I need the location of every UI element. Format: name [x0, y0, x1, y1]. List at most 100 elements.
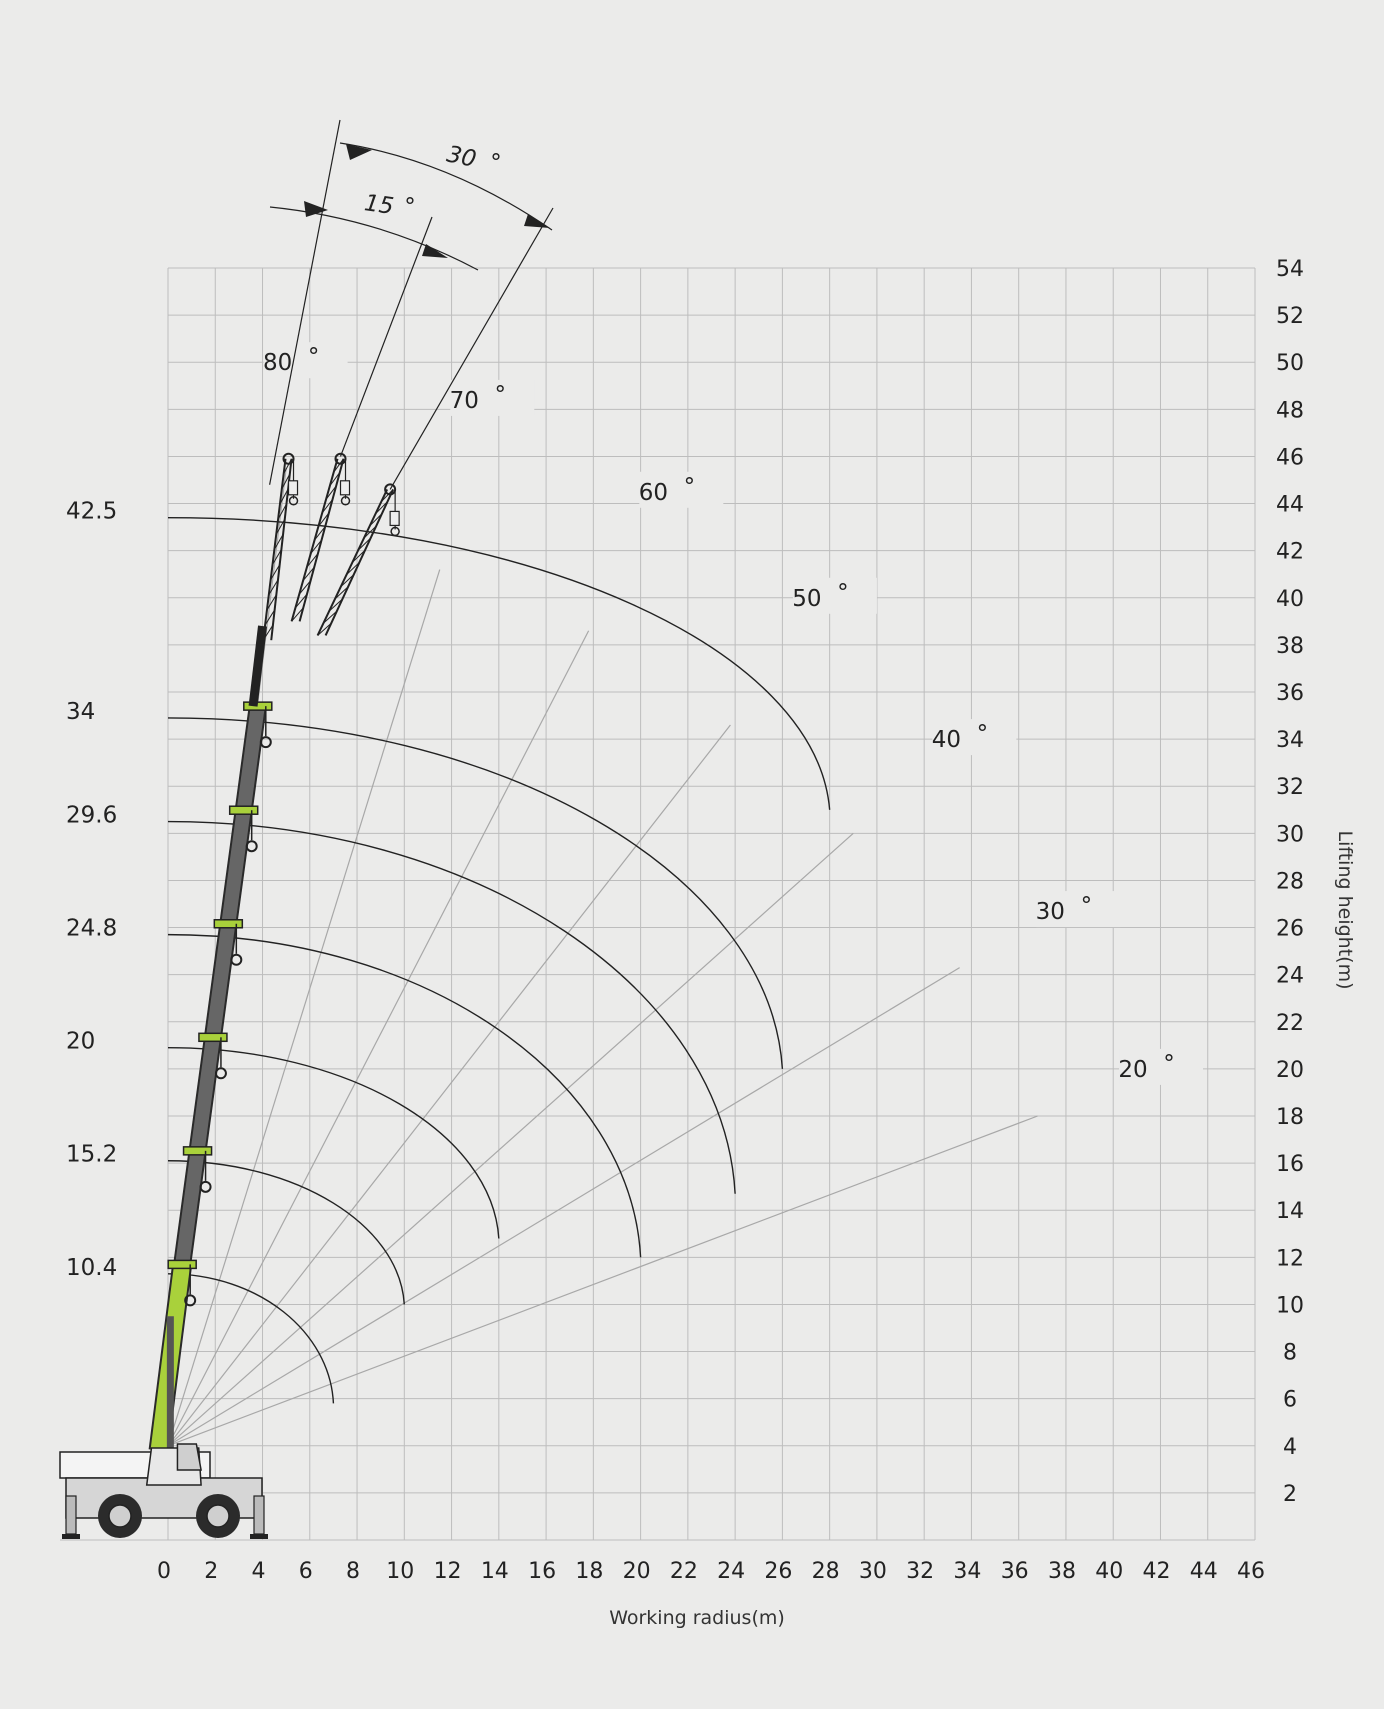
angle-label-bg: [639, 471, 724, 508]
jib-lacing: [298, 580, 311, 595]
x-tick-label: 16: [528, 1559, 556, 1584]
degree-symbol: °: [684, 474, 696, 500]
boom-angle-label: 50: [792, 586, 821, 612]
hook: [199, 1180, 212, 1193]
boom-angle-ray: [167, 724, 731, 1447]
jib-lacing: [273, 534, 284, 550]
x-tick-label: 46: [1237, 1559, 1265, 1584]
jib-lacing: [333, 458, 344, 473]
cab-window: [176, 1443, 202, 1471]
y-axis-title: Lifting height(m): [1334, 831, 1356, 990]
jib-lacing: [270, 564, 281, 580]
y-tick-label: 20: [1276, 1058, 1304, 1083]
jib-lacing: [357, 537, 371, 551]
jib-lacing: [363, 525, 377, 539]
y-tick-label: 54: [1276, 257, 1304, 282]
x-tick-labels: 0 2 4 6 8 10 12 14 16 18 20 22 24 26 28 30 32 34 36 38 40 42 4…: [157, 1559, 1265, 1584]
boom-telescopic-section: [175, 705, 265, 1266]
boom-angle-ray: [167, 1115, 1038, 1447]
y-tick-label: 10: [1276, 1293, 1304, 1318]
degree-symbol: °: [490, 150, 502, 176]
x-tick-label: 44: [1190, 1559, 1218, 1584]
jib-lacing: [340, 574, 355, 588]
boom-length-arc: [167, 1273, 335, 1404]
y-tick-label: 32: [1276, 775, 1304, 800]
boom-length-arc: [167, 1046, 500, 1239]
angle-label-bg: [1036, 891, 1121, 928]
boom-angle-ray: [167, 630, 590, 1447]
y-tick-label: 26: [1276, 917, 1304, 942]
boom-length-arc: [167, 1160, 406, 1305]
y-tick-label: 52: [1276, 304, 1304, 329]
degree-symbol: °: [1081, 893, 1093, 919]
angle-label-bg: [450, 379, 535, 416]
jib-lacing: [317, 622, 332, 636]
y-tick-label: 50: [1276, 351, 1304, 376]
wheel-hub: [206, 1504, 230, 1528]
degree-symbol: °: [1163, 1051, 1175, 1077]
x-tick-label: 34: [953, 1559, 981, 1584]
degree-symbol: °: [308, 344, 320, 370]
jib-lacing: [369, 513, 383, 527]
x-tick-label: 14: [481, 1559, 509, 1584]
angle-label-bg: [1119, 1048, 1204, 1085]
boom-length-label: 24.8: [66, 916, 117, 942]
angle-label-bg: [792, 577, 877, 614]
boom-collar: [167, 1259, 197, 1270]
jib-15-arrow-left: [304, 201, 328, 217]
jib-lacing: [317, 512, 330, 527]
jib-hook: [390, 526, 400, 537]
hook: [259, 736, 272, 749]
boom-collar: [228, 805, 259, 815]
jib-15-arc: [269, 206, 479, 271]
y-tick-label: 36: [1276, 681, 1304, 706]
jib-hook-block: [287, 480, 299, 496]
x-tick-label: 22: [670, 1559, 698, 1584]
jib-lacing: [275, 519, 286, 535]
jib-hook: [340, 496, 351, 506]
boom-length-labels: 10.4 15.2 20 24.8 29.6 34 42.5: [66, 499, 117, 1281]
y-tick-label: 16: [1276, 1152, 1304, 1177]
y-tick-label: 18: [1276, 1105, 1304, 1130]
y-tick-label: 30: [1276, 822, 1304, 847]
y-tick-label: 34: [1276, 728, 1304, 753]
jib-lacing: [268, 579, 279, 596]
x-tick-label: 8: [346, 1559, 360, 1584]
jib-lacing: [295, 593, 308, 609]
jib-lacing: [346, 562, 360, 575]
boom-angle-ray: [167, 569, 441, 1446]
outrigger: [253, 1495, 265, 1535]
boom-collar: [213, 919, 244, 929]
jib-lacing: [321, 499, 333, 514]
jib-lacing: [277, 503, 287, 520]
jib-lacing: [334, 586, 349, 600]
x-tick-label: 24: [717, 1559, 745, 1584]
boom-angle-labels: 80 ° 70 ° 60 ° 50 ° 40 ° 30 ° 20 °: [263, 342, 1204, 1085]
y-tick-label: 12: [1276, 1246, 1304, 1271]
y-tick-label: 14: [1276, 1199, 1304, 1224]
jib-lacing: [291, 607, 304, 622]
boom-angle-label: 40: [932, 727, 961, 753]
x-tick-label: 18: [575, 1559, 603, 1584]
boom-length-label: 42.5: [66, 499, 117, 525]
jib-lacing: [262, 624, 274, 641]
x-tick-label: 36: [1001, 1559, 1029, 1584]
x-tick-label: 30: [859, 1559, 887, 1584]
x-tick-label: 10: [386, 1559, 414, 1584]
jib-30-arrow-left: [346, 144, 372, 160]
x-tick-label: 26: [764, 1559, 792, 1584]
y-tick-label: 40: [1276, 587, 1304, 612]
jib-hook-block: [389, 510, 400, 527]
hook: [245, 840, 258, 853]
y-tick-label: 42: [1276, 540, 1304, 565]
angle-label-bg: [263, 342, 348, 379]
degree-symbol: °: [837, 580, 849, 606]
y-tick-label: 22: [1276, 1011, 1304, 1036]
boom-angle-label: 20: [1118, 1057, 1147, 1083]
boom-length-arc: [167, 820, 736, 1194]
jib-lacing: [314, 526, 326, 541]
jib-lacing: [283, 458, 292, 475]
outrigger-pad: [62, 1534, 80, 1539]
y-tick-label: 38: [1276, 634, 1304, 659]
boom-angle-label: 70: [450, 388, 479, 414]
